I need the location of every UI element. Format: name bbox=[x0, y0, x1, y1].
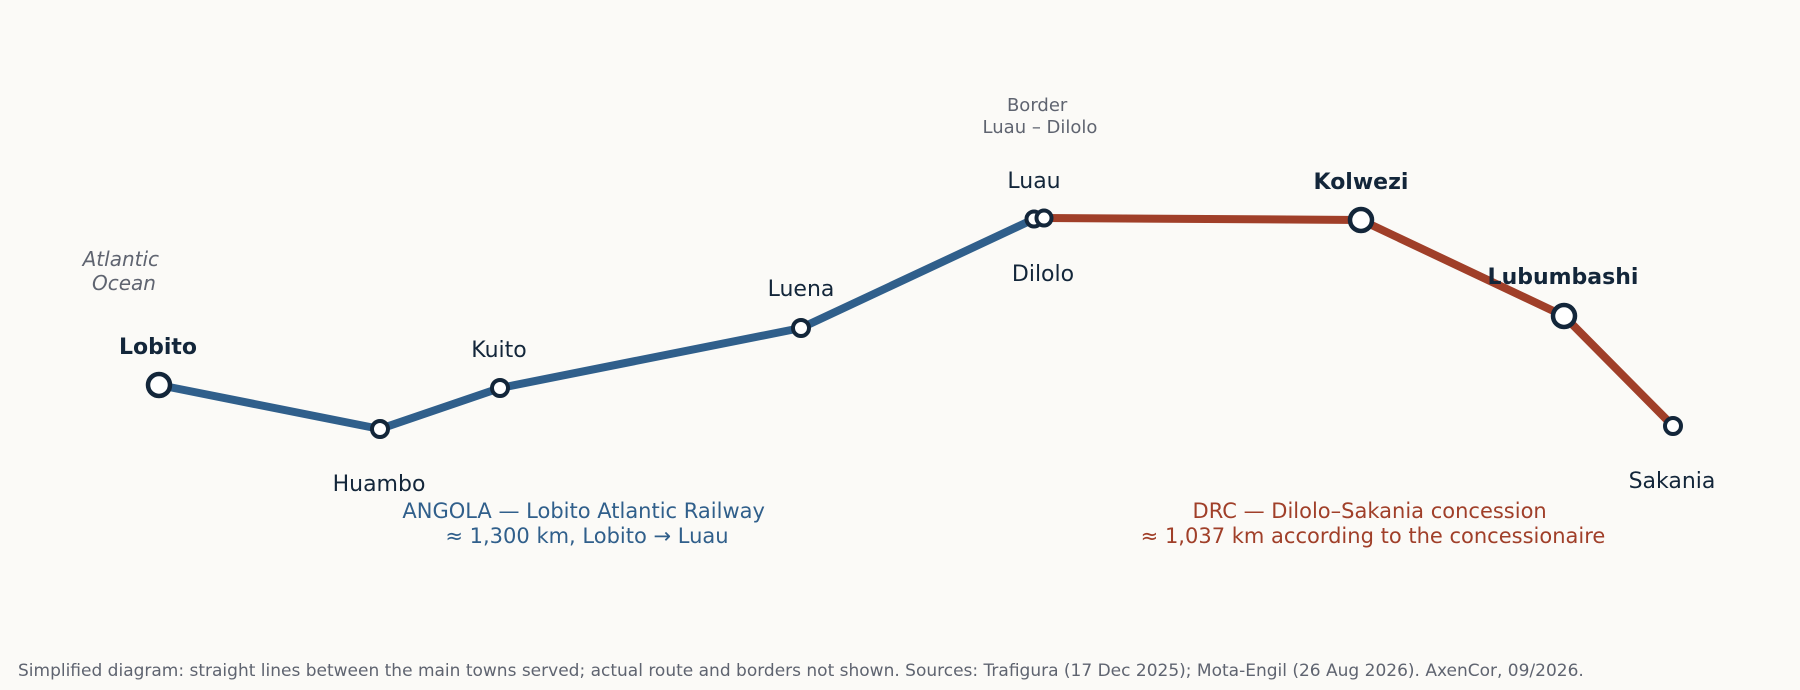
border-note-line-2: Luau – Dilolo bbox=[983, 117, 1098, 138]
station-marker-kolwezi bbox=[1347, 206, 1375, 234]
station-marker-huambo bbox=[370, 419, 390, 439]
station-label-sakania: Sakania bbox=[1629, 469, 1716, 494]
station-marker-kuito bbox=[490, 378, 510, 398]
station-marker-luena bbox=[791, 318, 811, 338]
station-marker-lobito bbox=[145, 371, 173, 399]
footnote: Simplified diagram: straight lines betwe… bbox=[18, 661, 1584, 681]
drc-caption-line-1: DRC — Dilolo–Sakania concession bbox=[1193, 499, 1547, 523]
ocean-label-line-2: Ocean bbox=[92, 271, 156, 295]
angola-rail-line bbox=[155, 215, 1038, 433]
station-label-luau: Luau bbox=[1007, 169, 1060, 194]
station-label-kolwezi: Kolwezi bbox=[1314, 170, 1409, 195]
station-marker-dilolo bbox=[1034, 208, 1054, 228]
angola-caption-line-1: ANGOLA — Lobito Atlantic Railway bbox=[402, 499, 765, 523]
border-note-line-1: Border bbox=[1007, 95, 1068, 116]
stations-group: Lobito Huambo Kuito Luena Luau Dilolo Ko… bbox=[119, 169, 1715, 497]
angola-segment-caption: ANGOLA — Lobito Atlantic Railway ≈ 1,300… bbox=[402, 499, 771, 548]
drc-segment-caption: DRC — Dilolo–Sakania concession ≈ 1,037 … bbox=[1141, 499, 1606, 548]
station-label-luena: Luena bbox=[768, 277, 835, 302]
drc-caption-line-2: ≈ 1,037 km according to the concessionai… bbox=[1141, 524, 1606, 548]
drc-rail-line bbox=[1040, 214, 1677, 430]
station-marker-sakania bbox=[1663, 416, 1683, 436]
station-label-lubumbashi: Lubumbashi bbox=[1488, 265, 1639, 290]
station-label-huambo: Huambo bbox=[333, 472, 426, 497]
border-note: Border Luau – Dilolo bbox=[983, 95, 1098, 138]
ocean-label: Atlantic Ocean bbox=[81, 247, 166, 295]
station-label-lobito: Lobito bbox=[119, 335, 197, 360]
station-label-dilolo: Dilolo bbox=[1012, 262, 1074, 287]
angola-caption-line-2: ≈ 1,300 km, Lobito → Luau bbox=[445, 524, 728, 548]
ocean-label-line-1: Atlantic bbox=[81, 247, 159, 271]
station-label-kuito: Kuito bbox=[471, 338, 526, 363]
station-marker-lubumbashi bbox=[1550, 302, 1578, 330]
